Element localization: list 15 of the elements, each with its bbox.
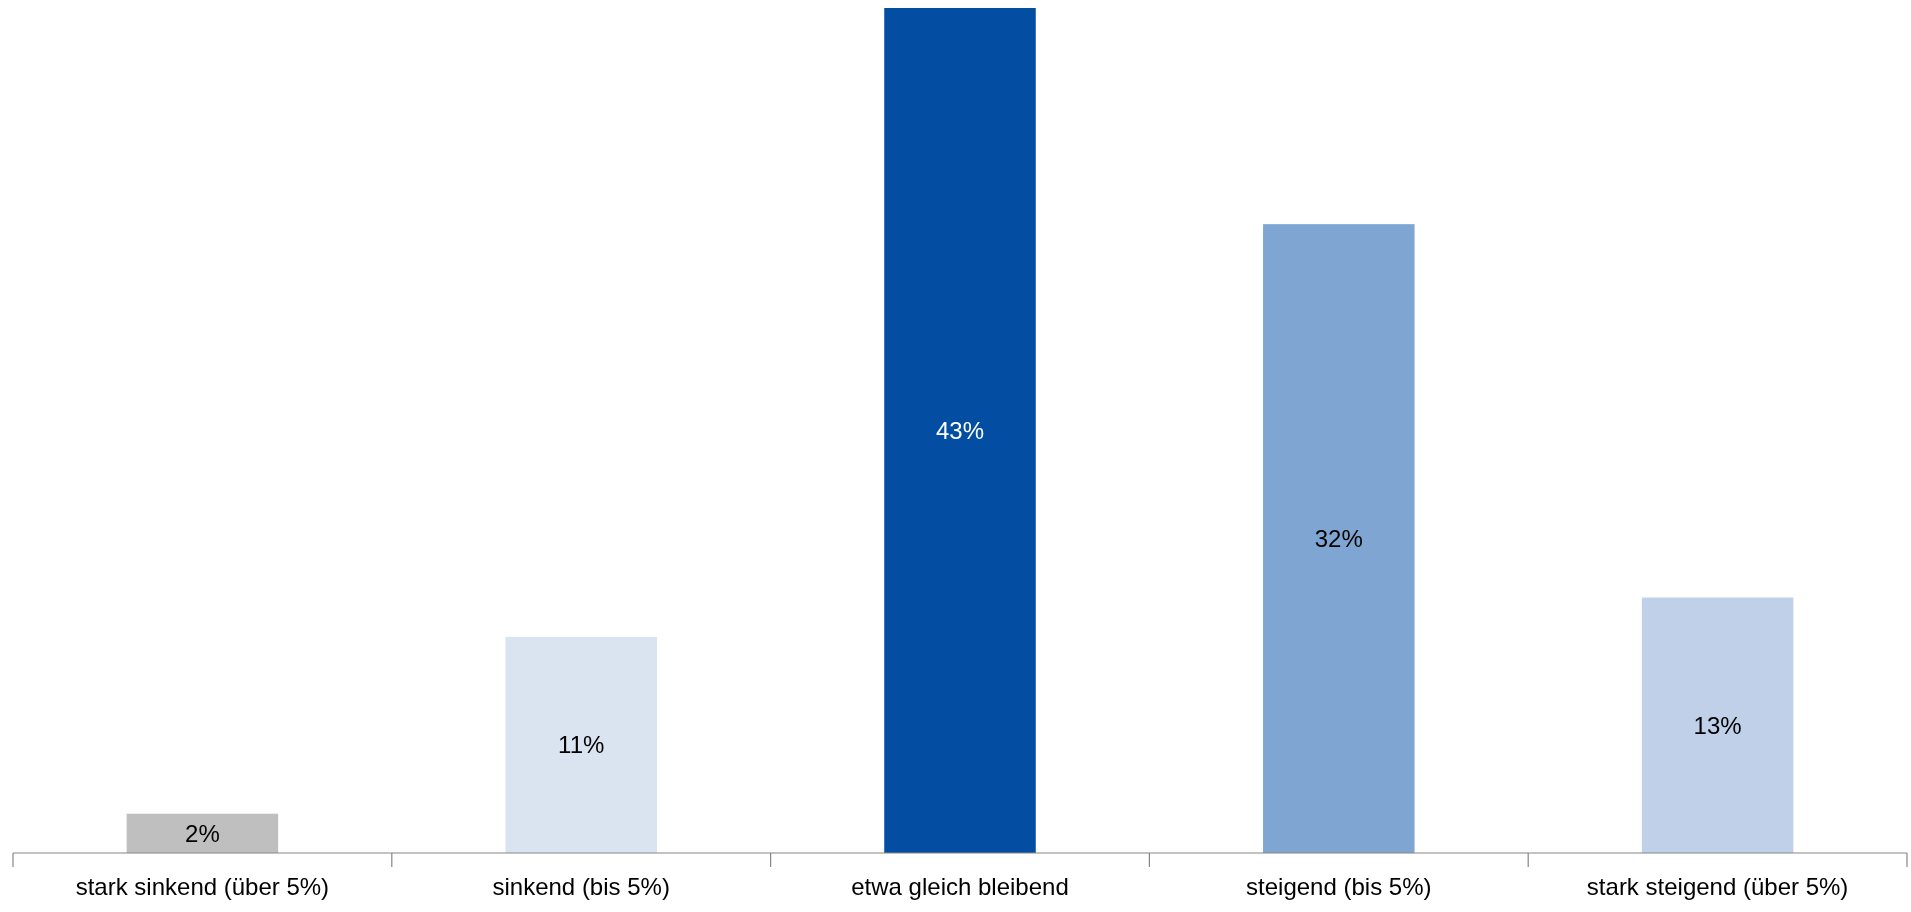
bar [126, 813, 279, 853]
data-label: 13% [1693, 711, 1742, 739]
data-label: 2% [185, 819, 220, 847]
bar [1641, 597, 1794, 853]
x-tick-label: stark sinkend (über 5%) [75, 873, 330, 900]
data-label: 43% [935, 416, 985, 444]
data-label: 11% [558, 731, 605, 759]
x-tick-label: etwa gleich bleibend [851, 873, 1069, 900]
bar [505, 636, 657, 853]
x-tick-label: steigend (bis 5%) [1246, 873, 1432, 900]
bar [884, 8, 1036, 853]
x-tick-label: sinkend (bis 5%) [492, 873, 670, 900]
data-label: 32% [1314, 524, 1363, 552]
bar [1263, 224, 1415, 853]
x-tick-label: stark steigend (über 5%) [1586, 873, 1849, 900]
